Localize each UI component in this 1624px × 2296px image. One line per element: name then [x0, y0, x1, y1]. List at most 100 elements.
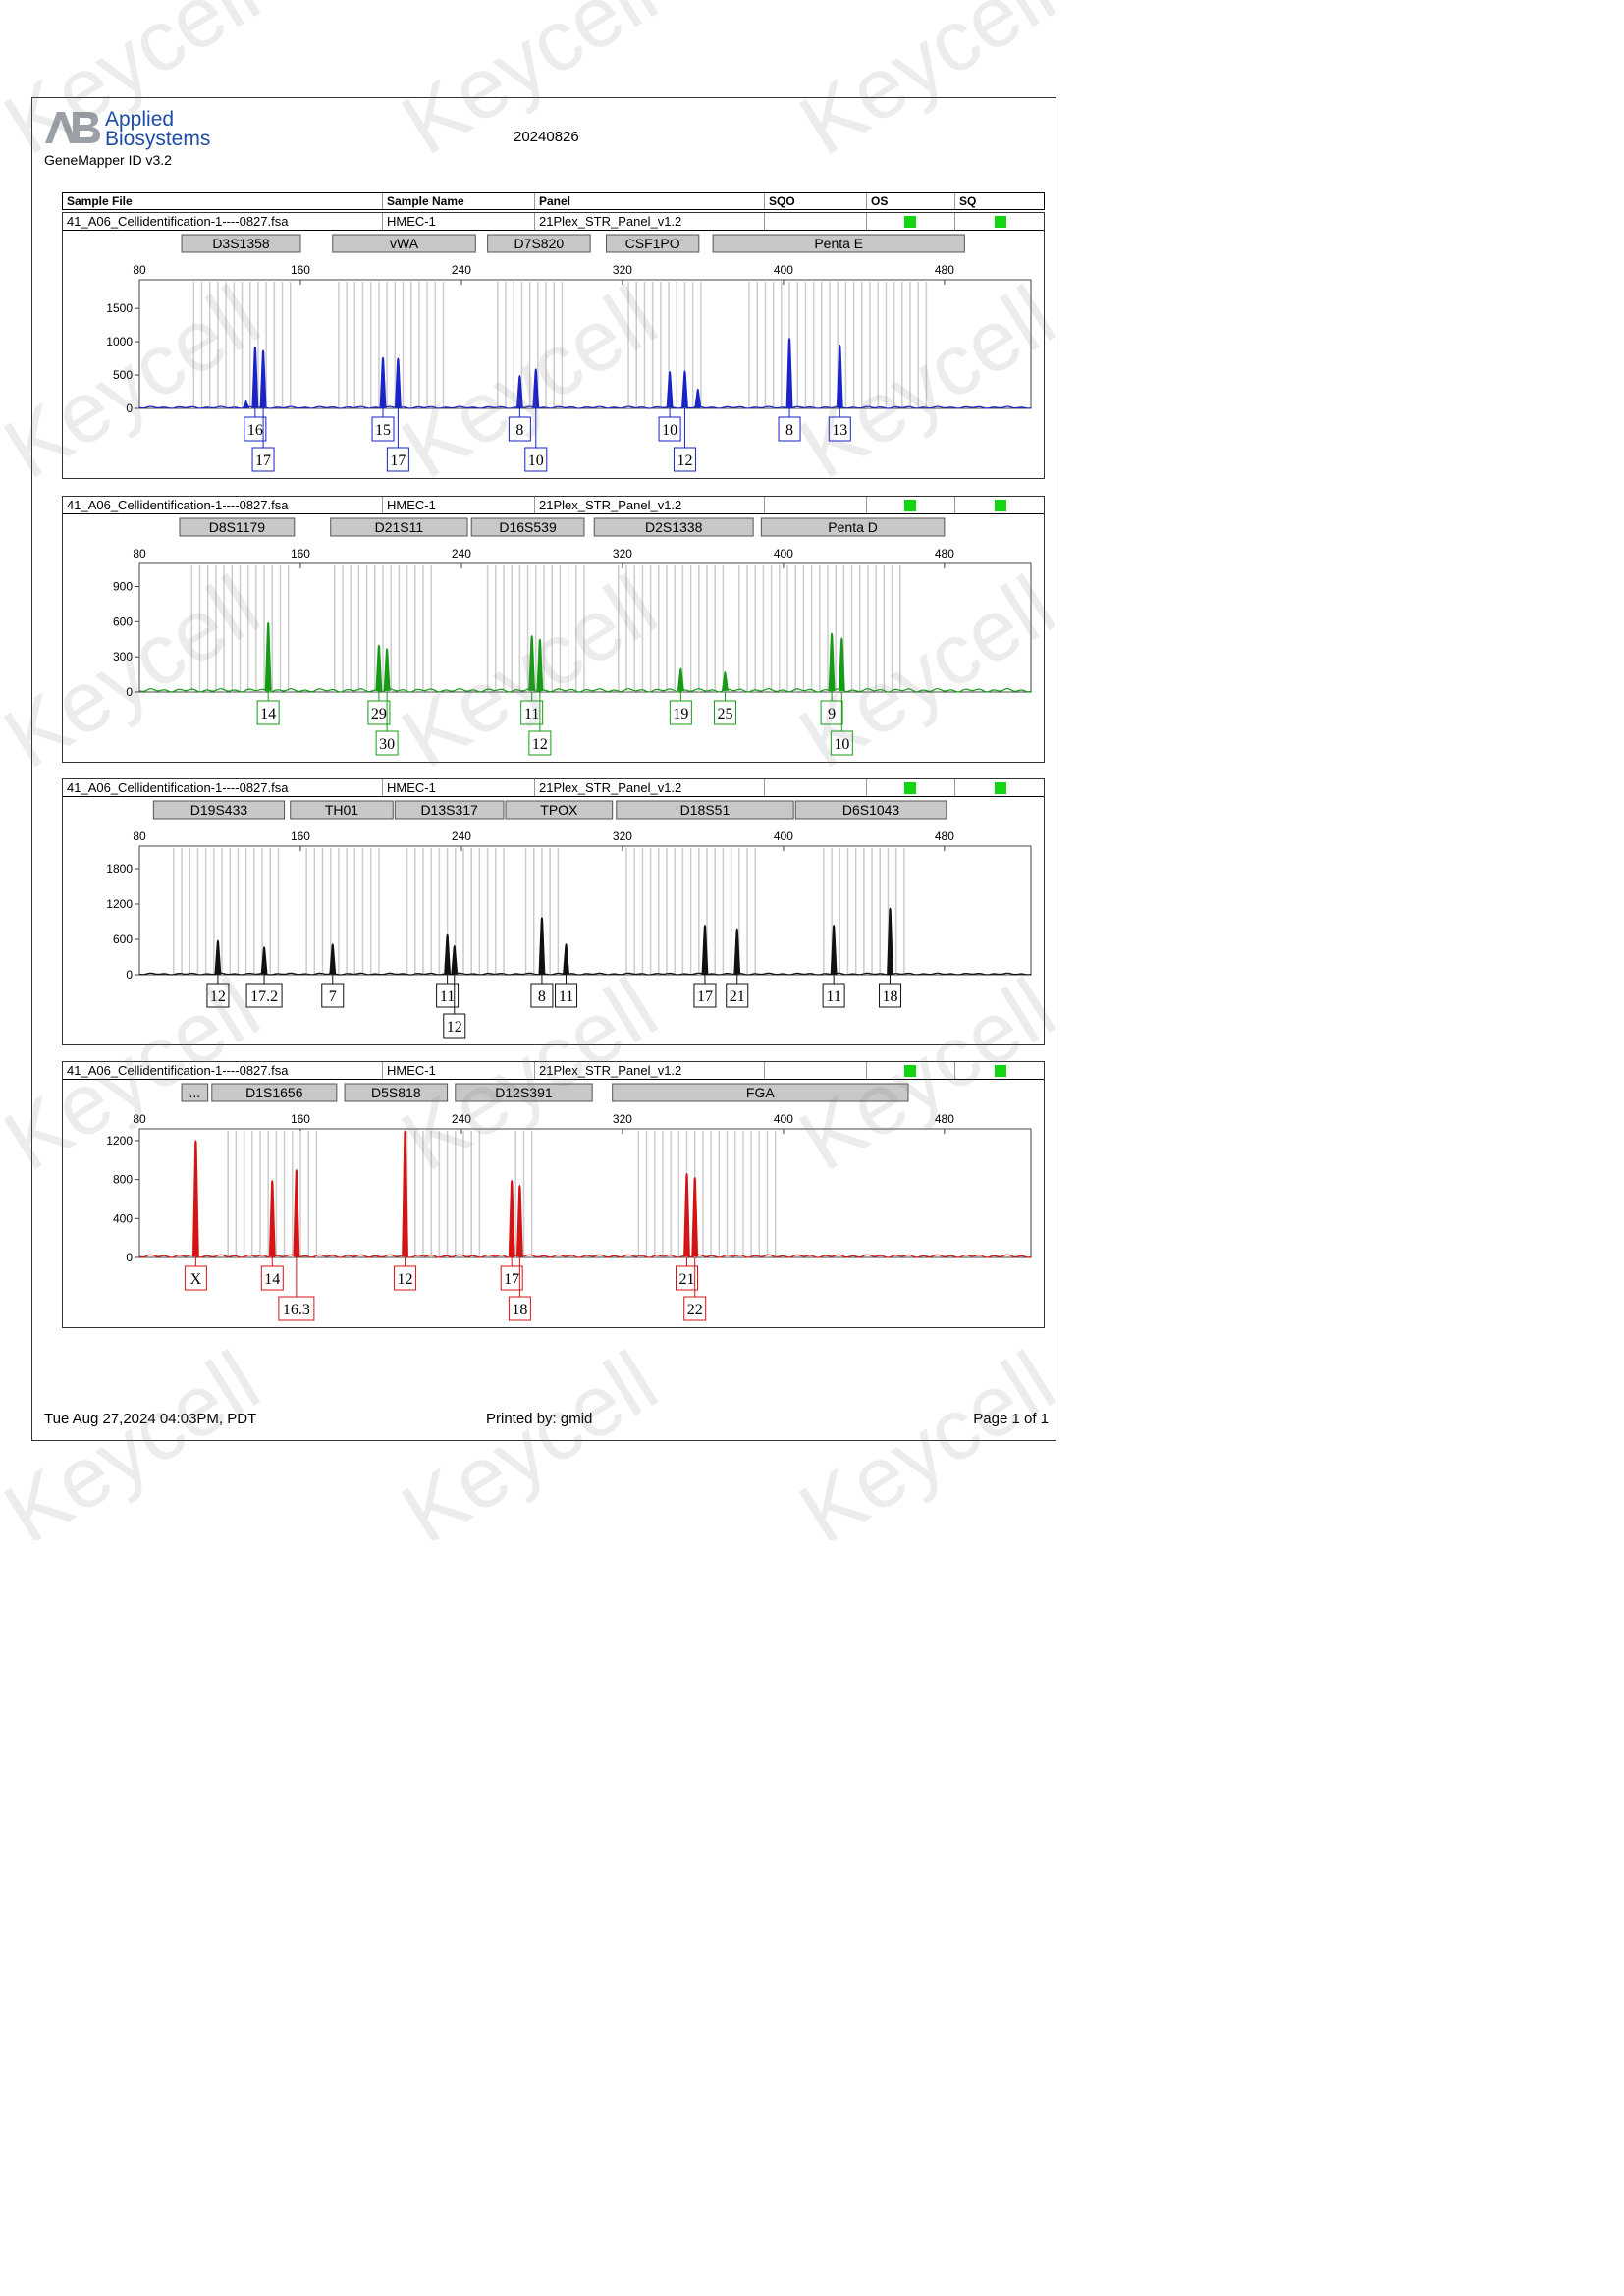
allele-label: 9 — [828, 706, 836, 722]
electropherogram-panel-black: 41_A06_Cellidentification-1----0827.fsa … — [62, 778, 1045, 1045]
allele-label: 10 — [528, 453, 544, 469]
peak — [379, 356, 387, 408]
allele-label: 10 — [662, 422, 677, 439]
x-tick-label: 320 — [613, 263, 632, 277]
peak — [293, 1169, 300, 1257]
y-tick-label: 1000 — [106, 335, 133, 348]
allele-box — [321, 983, 345, 1008]
marker-box — [344, 1083, 449, 1102]
allele-label: 7 — [329, 988, 337, 1005]
x-tick-label: 320 — [613, 547, 632, 561]
allele-box — [658, 416, 681, 442]
allele-label: 19 — [673, 706, 688, 722]
peak — [383, 648, 391, 691]
y-tick-label: 400 — [113, 1211, 133, 1225]
marker-box — [612, 1083, 909, 1102]
x-tick-label: 80 — [133, 547, 146, 561]
peak — [563, 943, 569, 975]
allele-box — [683, 1296, 707, 1321]
column-header: Sample File Sample Name Panel SQO OS SQ — [62, 192, 1045, 210]
peak — [838, 637, 845, 691]
print-date: Tue Aug 27,2024 04:03PM, PDT — [44, 1411, 257, 1427]
sq-status-indicator — [995, 1065, 1006, 1077]
marker-label: D2S1338 — [645, 519, 703, 535]
marker-label: D19S433 — [190, 802, 248, 818]
marker-label: D13S317 — [420, 802, 478, 818]
peak — [887, 907, 893, 975]
x-tick-label: 80 — [133, 1112, 146, 1126]
os-status-indicator — [904, 216, 916, 228]
allele-box — [443, 1013, 466, 1039]
y-tick-label: 300 — [113, 650, 133, 664]
allele-label: 10 — [834, 736, 849, 753]
allele-box — [256, 700, 280, 725]
peak — [394, 357, 402, 408]
sq-cell — [954, 1062, 1046, 1079]
os-cell — [866, 779, 954, 796]
allele-box — [386, 447, 409, 472]
allele-label: 8 — [538, 988, 546, 1005]
allele-label: 13 — [832, 422, 847, 439]
allele-box — [673, 447, 696, 472]
allele-box — [394, 1265, 417, 1291]
allele-label: 16.3 — [283, 1302, 310, 1318]
peak — [836, 344, 843, 408]
allele-label: 11 — [559, 988, 573, 1005]
sample-file: 41_A06_Cellidentification-1----0827.fsa — [67, 498, 289, 512]
marker-label: Penta E — [814, 236, 863, 251]
allele-box — [367, 700, 391, 725]
x-tick-label: 480 — [935, 829, 954, 843]
x-tick-label: 240 — [452, 1112, 471, 1126]
bin-lines — [190, 565, 901, 692]
allele-box — [693, 983, 717, 1008]
allele-box — [713, 700, 736, 725]
peak — [268, 1180, 276, 1257]
allele-label: 12 — [447, 1019, 462, 1036]
sample-name: HMEC-1 — [382, 213, 534, 230]
allele-label: 17.2 — [250, 988, 278, 1005]
baseline-trace — [138, 1254, 1032, 1258]
y-tick-label: 1200 — [106, 897, 133, 911]
allele-label: 18 — [883, 988, 898, 1005]
marker-box — [616, 800, 794, 820]
allele-box — [676, 1265, 699, 1291]
allele-label: 12 — [210, 988, 226, 1005]
sq-cell — [954, 779, 1046, 796]
col-os: OS — [866, 193, 954, 209]
allele-label: 30 — [379, 736, 395, 753]
y-tick-label: 600 — [113, 614, 133, 628]
electropherogram-panel-blue: 41_A06_Cellidentification-1----0827.fsa … — [62, 212, 1045, 479]
electropherogram-panel-red: 41_A06_Cellidentification-1----0827.fsa … — [62, 1061, 1045, 1328]
allele-box — [778, 416, 801, 442]
allele-label: 22 — [687, 1302, 703, 1318]
peak — [733, 928, 741, 975]
peak — [830, 925, 838, 975]
x-tick-label: 480 — [935, 263, 954, 277]
allele-label: 25 — [717, 706, 732, 722]
allele-label: 12 — [398, 1271, 413, 1288]
x-tick-label: 80 — [133, 263, 146, 277]
peak — [532, 368, 540, 408]
sq-cell — [954, 497, 1046, 513]
run-id: 20240826 — [514, 129, 579, 145]
allele-box — [251, 447, 275, 472]
marker-label: TPOX — [540, 802, 578, 818]
allele-label: 29 — [371, 706, 387, 722]
marker-box — [593, 517, 754, 537]
marker-box — [455, 1083, 593, 1102]
peak — [694, 388, 702, 408]
sample-info-row: 41_A06_Cellidentification-1----0827.fsa … — [63, 1062, 1044, 1080]
allele-box — [530, 983, 554, 1008]
allele-label: 17 — [504, 1271, 519, 1288]
peak — [538, 917, 546, 975]
allele-box — [500, 1265, 523, 1291]
peak — [515, 1184, 523, 1257]
peak — [191, 1140, 199, 1257]
y-tick-label: 800 — [113, 1173, 133, 1187]
sample-info-row: 41_A06_Cellidentification-1----0827.fsa … — [63, 213, 1044, 231]
marker-box — [470, 517, 585, 537]
x-tick-label: 400 — [774, 263, 793, 277]
allele-label: 21 — [730, 988, 745, 1005]
allele-label: 15 — [375, 422, 391, 439]
